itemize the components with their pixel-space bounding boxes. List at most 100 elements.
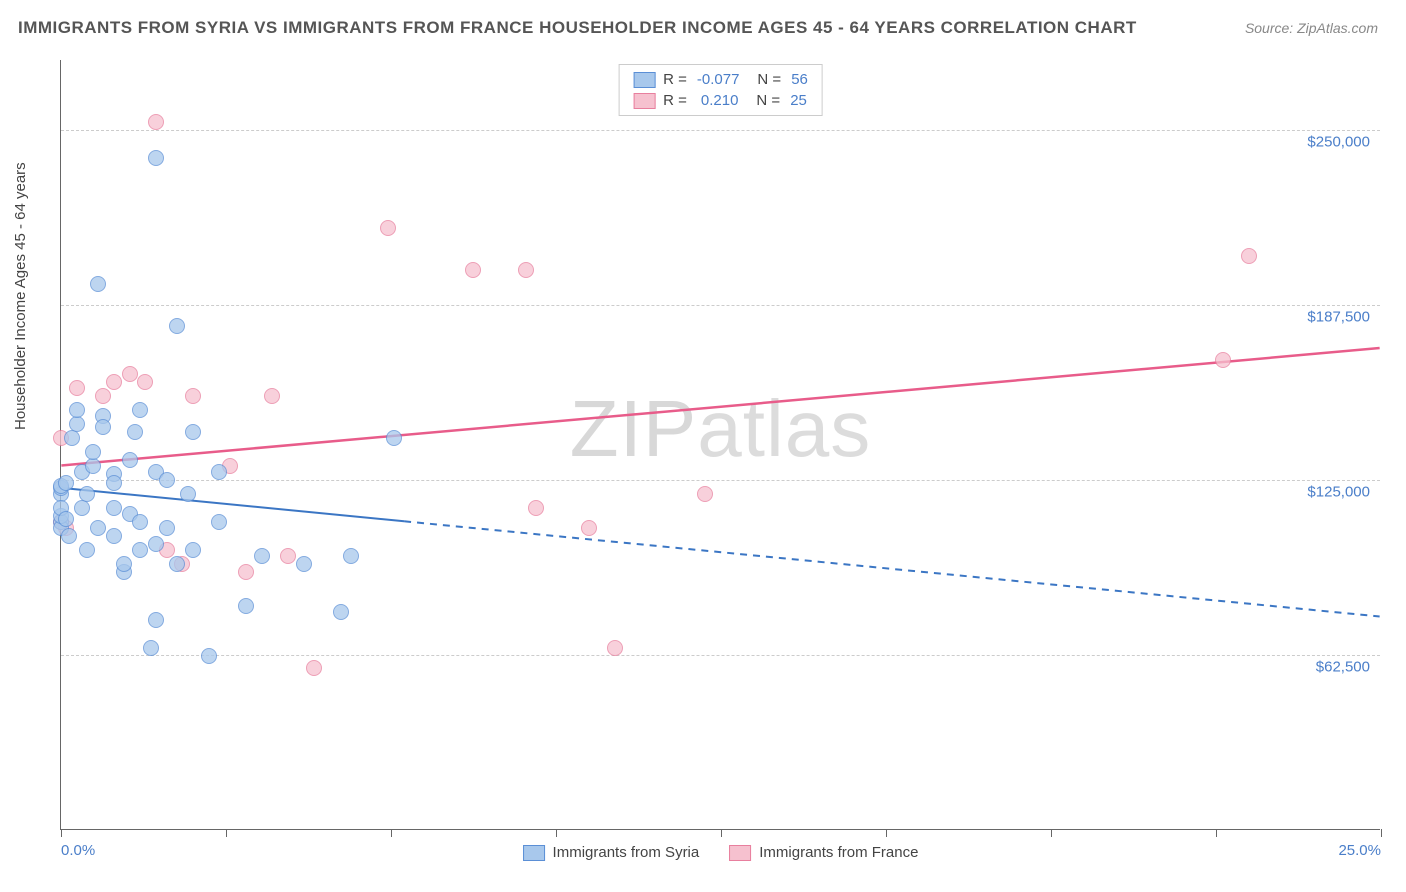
scatter-point-france xyxy=(185,388,201,404)
x-tick xyxy=(556,829,557,837)
scatter-point-syria xyxy=(386,430,402,446)
x-tick xyxy=(1051,829,1052,837)
legend-swatch-france-bottom xyxy=(729,845,751,861)
legend-swatch-france xyxy=(633,93,655,109)
scatter-point-syria xyxy=(185,424,201,440)
y-tick-label: $250,000 xyxy=(1307,134,1370,151)
source-attribution: Source: ZipAtlas.com xyxy=(1245,20,1378,36)
scatter-point-syria xyxy=(58,475,74,491)
scatter-point-syria xyxy=(201,648,217,664)
scatter-point-france xyxy=(148,114,164,130)
scatter-point-france xyxy=(122,366,138,382)
grid-line xyxy=(61,130,1380,131)
scatter-point-syria xyxy=(185,542,201,558)
scatter-point-syria xyxy=(106,528,122,544)
scatter-point-syria xyxy=(106,500,122,516)
scatter-point-france xyxy=(306,660,322,676)
x-tick xyxy=(61,829,62,837)
scatter-point-france xyxy=(380,220,396,236)
legend-row-france: R = 0.210 N = 25 xyxy=(633,90,808,111)
scatter-point-syria xyxy=(95,419,111,435)
scatter-point-syria xyxy=(79,486,95,502)
scatter-point-france xyxy=(69,380,85,396)
scatter-point-syria xyxy=(90,276,106,292)
scatter-point-syria xyxy=(61,528,77,544)
scatter-point-syria xyxy=(148,150,164,166)
scatter-point-france xyxy=(465,262,481,278)
scatter-point-syria xyxy=(333,604,349,620)
syria-n-value: 56 xyxy=(791,71,808,88)
x-tick xyxy=(1381,829,1382,837)
scatter-point-syria xyxy=(132,402,148,418)
source-name: ZipAtlas.com xyxy=(1297,20,1378,36)
scatter-point-syria xyxy=(148,536,164,552)
scatter-point-france xyxy=(528,500,544,516)
scatter-point-syria xyxy=(74,500,90,516)
y-tick-label: $187,500 xyxy=(1307,309,1370,326)
trend-lines xyxy=(61,60,1380,829)
scatter-point-syria xyxy=(169,556,185,572)
scatter-point-france xyxy=(280,548,296,564)
scatter-point-france xyxy=(1241,248,1257,264)
scatter-point-syria xyxy=(143,640,159,656)
scatter-point-syria xyxy=(169,318,185,334)
scatter-point-france xyxy=(95,388,111,404)
scatter-point-syria xyxy=(122,452,138,468)
r-label: R = xyxy=(663,71,687,88)
scatter-point-syria xyxy=(116,556,132,572)
scatter-point-syria xyxy=(238,598,254,614)
scatter-point-syria xyxy=(343,548,359,564)
correlation-legend: R = -0.077 N = 56 R = 0.210 N = 25 xyxy=(618,64,823,116)
grid-line xyxy=(61,655,1380,656)
scatter-point-syria xyxy=(58,511,74,527)
scatter-point-france xyxy=(238,564,254,580)
scatter-point-syria xyxy=(211,514,227,530)
scatter-point-syria xyxy=(85,444,101,460)
scatter-point-syria xyxy=(69,416,85,432)
x-tick-label: 0.0% xyxy=(61,842,95,859)
source-label: Source: xyxy=(1245,20,1293,36)
grid-line xyxy=(61,480,1380,481)
legend-swatch-syria-bottom xyxy=(523,845,545,861)
scatter-point-france xyxy=(518,262,534,278)
scatter-point-syria xyxy=(180,486,196,502)
scatter-point-syria xyxy=(127,424,143,440)
legend-swatch-syria xyxy=(633,72,655,88)
scatter-point-syria xyxy=(159,520,175,536)
chart-title: IMMIGRANTS FROM SYRIA VS IMMIGRANTS FROM… xyxy=(18,18,1137,38)
n-label: N = xyxy=(757,71,781,88)
x-tick xyxy=(391,829,392,837)
france-r-value: 0.210 xyxy=(701,92,739,109)
x-tick xyxy=(886,829,887,837)
scatter-point-syria xyxy=(148,612,164,628)
x-tick xyxy=(226,829,227,837)
scatter-point-france xyxy=(607,640,623,656)
scatter-point-france xyxy=(106,374,122,390)
legend-label-france: Immigrants from France xyxy=(759,844,918,861)
y-axis-label: Householder Income Ages 45 - 64 years xyxy=(12,162,29,430)
scatter-point-syria xyxy=(159,472,175,488)
scatter-point-syria xyxy=(254,548,270,564)
scatter-point-syria xyxy=(132,542,148,558)
r-label: R = xyxy=(663,92,687,109)
x-tick xyxy=(1216,829,1217,837)
y-tick-label: $62,500 xyxy=(1316,659,1370,676)
watermark-atlas: atlas xyxy=(697,384,871,473)
scatter-point-syria xyxy=(211,464,227,480)
legend-item-france: Immigrants from France xyxy=(729,844,918,861)
scatter-point-syria xyxy=(85,458,101,474)
series-legend: Immigrants from Syria Immigrants from Fr… xyxy=(523,844,919,861)
scatter-point-france xyxy=(1215,352,1231,368)
x-tick-label: 25.0% xyxy=(1338,842,1381,859)
scatter-point-france xyxy=(697,486,713,502)
watermark-zip: ZIP xyxy=(570,384,697,473)
scatter-point-syria xyxy=(64,430,80,446)
y-tick-label: $125,000 xyxy=(1307,484,1370,501)
scatter-point-syria xyxy=(106,475,122,491)
x-tick xyxy=(721,829,722,837)
grid-line xyxy=(61,305,1380,306)
n-label: N = xyxy=(756,92,780,109)
watermark: ZIPatlas xyxy=(570,383,871,475)
scatter-point-france xyxy=(581,520,597,536)
scatter-point-syria xyxy=(79,542,95,558)
